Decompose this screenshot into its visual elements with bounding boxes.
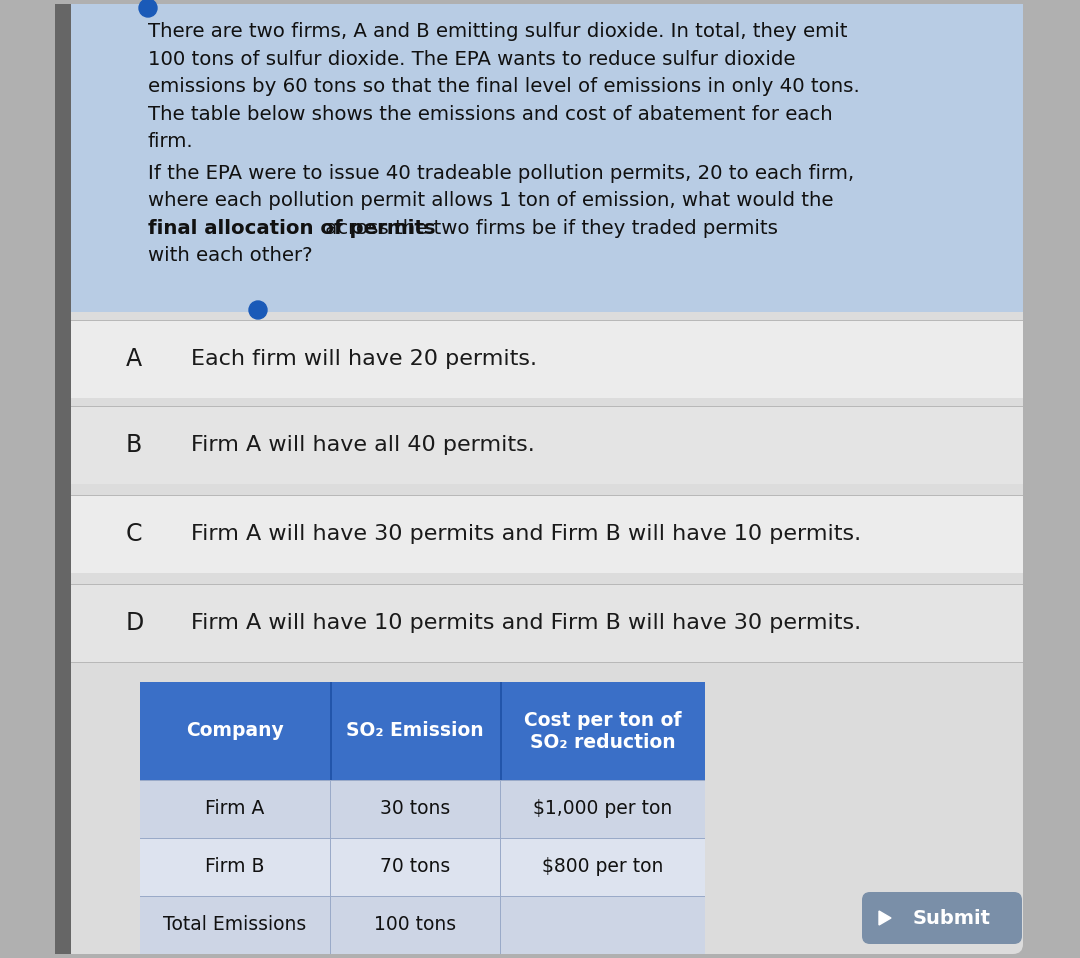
Bar <box>71 320 1023 321</box>
Bar <box>55 4 71 954</box>
Text: emissions by 60 tons so that the final level of emissions in only 40 tons.: emissions by 60 tons so that the final l… <box>148 77 860 96</box>
Bar <box>500 780 705 781</box>
Bar <box>330 838 500 839</box>
Text: with each other?: with each other? <box>148 246 312 265</box>
Bar <box>71 406 1023 484</box>
Circle shape <box>249 301 267 319</box>
Bar <box>71 495 1023 573</box>
Text: Total Emissions: Total Emissions <box>163 916 307 934</box>
Text: The table below shows the emissions and cost of abatement for each: The table below shows the emissions and … <box>148 104 833 124</box>
Text: firm.: firm. <box>148 132 193 151</box>
Bar <box>500 896 705 954</box>
FancyBboxPatch shape <box>862 892 1022 944</box>
Bar <box>500 682 705 780</box>
Text: D: D <box>126 611 145 635</box>
Circle shape <box>139 0 157 17</box>
Text: 30 tons: 30 tons <box>380 800 450 818</box>
Text: 70 tons: 70 tons <box>380 857 450 877</box>
Text: B: B <box>126 433 143 457</box>
Bar <box>330 838 500 896</box>
Bar <box>330 896 500 897</box>
Text: final allocation of permits: final allocation of permits <box>148 218 435 238</box>
Bar <box>140 838 330 839</box>
Text: SO₂ Emission: SO₂ Emission <box>347 721 484 741</box>
Text: Firm A will have 30 permits and Firm B will have 10 permits.: Firm A will have 30 permits and Firm B w… <box>191 524 861 544</box>
Bar <box>140 780 330 838</box>
Bar <box>500 682 501 780</box>
Bar <box>500 780 705 838</box>
Bar <box>330 780 500 838</box>
Bar <box>140 780 330 781</box>
Text: Submit: Submit <box>913 908 991 927</box>
Bar <box>71 662 1023 663</box>
Bar <box>71 406 1023 407</box>
Text: Firm B: Firm B <box>205 857 265 877</box>
Text: Firm A will have all 40 permits.: Firm A will have all 40 permits. <box>191 435 535 455</box>
Bar <box>71 584 1023 662</box>
Bar <box>330 682 332 780</box>
Text: 100 tons of sulfur dioxide. The EPA wants to reduce sulfur dioxide: 100 tons of sulfur dioxide. The EPA want… <box>148 50 796 69</box>
Text: A: A <box>126 347 143 371</box>
Text: Each firm will have 20 permits.: Each firm will have 20 permits. <box>191 349 537 369</box>
Text: Company: Company <box>186 721 284 741</box>
Bar <box>140 838 330 896</box>
Bar <box>71 4 1023 312</box>
Text: across the two firms be if they traded permits: across the two firms be if they traded p… <box>320 218 779 238</box>
Bar <box>71 584 1023 585</box>
Text: where each pollution permit allows 1 ton of emission, what would the: where each pollution permit allows 1 ton… <box>148 191 834 210</box>
Text: C: C <box>126 522 143 546</box>
Text: Cost per ton of
SO₂ reduction: Cost per ton of SO₂ reduction <box>524 711 681 751</box>
Bar <box>140 896 330 897</box>
Bar <box>71 495 1023 496</box>
FancyBboxPatch shape <box>55 4 1023 954</box>
Bar <box>500 896 705 897</box>
Bar <box>140 896 330 954</box>
Text: There are two firms, A and B emitting sulfur dioxide. In total, they emit: There are two firms, A and B emitting su… <box>148 22 848 41</box>
Bar <box>71 320 1023 398</box>
Text: $1,000 per ton: $1,000 per ton <box>532 800 672 818</box>
Bar <box>330 682 500 780</box>
Bar <box>500 838 705 839</box>
Bar <box>330 896 500 954</box>
Bar <box>140 682 330 780</box>
Text: Firm A: Firm A <box>205 800 265 818</box>
Text: 100 tons: 100 tons <box>374 916 456 934</box>
Bar <box>330 780 500 781</box>
Text: If the EPA were to issue 40 tradeable pollution permits, 20 to each firm,: If the EPA were to issue 40 tradeable po… <box>148 164 854 183</box>
Text: $800 per ton: $800 per ton <box>542 857 663 877</box>
Text: Firm A will have 10 permits and Firm B will have 30 permits.: Firm A will have 10 permits and Firm B w… <box>191 613 861 633</box>
Polygon shape <box>879 911 891 925</box>
Bar <box>500 838 705 896</box>
